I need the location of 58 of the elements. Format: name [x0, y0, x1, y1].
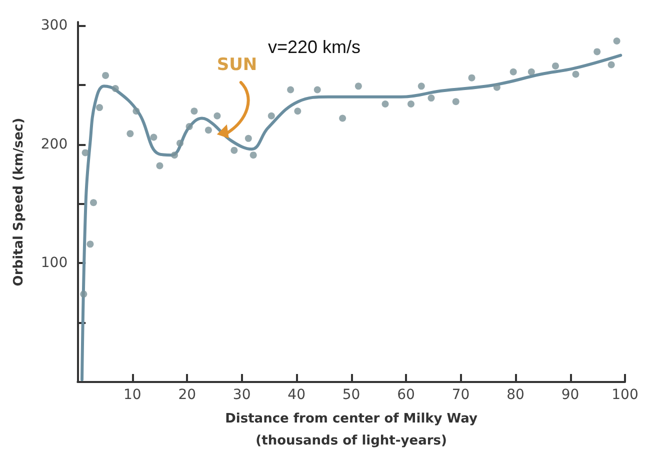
point	[112, 85, 119, 92]
point	[510, 68, 517, 76]
point	[132, 108, 140, 115]
point	[250, 152, 257, 159]
point	[594, 48, 601, 56]
point	[186, 123, 193, 130]
point	[171, 152, 178, 159]
x-tick-label: 70	[452, 387, 470, 403]
y-tick-label: 100	[40, 255, 68, 272]
point	[214, 112, 221, 120]
point	[204, 126, 212, 134]
x-tick-label: 60	[397, 387, 415, 403]
point	[552, 62, 559, 70]
point	[287, 86, 294, 94]
point	[294, 108, 302, 115]
point	[86, 240, 94, 248]
point	[80, 290, 88, 298]
point	[314, 86, 321, 94]
x-tick-label: 40	[288, 387, 306, 403]
point	[528, 68, 535, 76]
x-tick-label: 80	[506, 387, 524, 403]
point	[82, 149, 89, 156]
point	[126, 130, 134, 138]
point	[572, 70, 580, 78]
y-tick-label: 200	[40, 136, 68, 152]
point	[96, 104, 104, 112]
point	[354, 82, 362, 90]
point	[102, 72, 110, 79]
x-tick-label: 30	[232, 387, 251, 403]
point	[608, 61, 615, 68]
y-axis-title: Orbital Speed (km/sec)	[12, 118, 26, 286]
point	[428, 94, 435, 102]
x-tick-label: 50	[342, 387, 360, 403]
point	[418, 82, 425, 90]
x-tick-label: 100	[612, 387, 638, 403]
point	[493, 84, 500, 91]
x-tick-label: 10	[123, 387, 142, 403]
y-tick-label: 300	[40, 18, 68, 34]
point	[339, 114, 346, 122]
annotation: SUN	[216, 54, 258, 75]
point	[190, 108, 198, 115]
point	[176, 140, 184, 147]
point	[468, 74, 476, 82]
x-tick-label: 90	[561, 387, 580, 403]
x-tick-label: 20	[178, 387, 196, 403]
point	[382, 100, 389, 108]
point	[90, 199, 97, 206]
point	[156, 162, 164, 170]
point	[244, 134, 252, 142]
point	[407, 100, 414, 108]
annotation: v=220 km/s	[268, 37, 361, 57]
line-series	[80, 54, 622, 382]
point	[150, 134, 158, 141]
point	[230, 146, 238, 154]
x-axis-title: Distance from center of Milky Way (thousands of light-years)	[225, 412, 478, 448]
point	[452, 98, 460, 106]
point	[268, 112, 275, 120]
point	[613, 38, 620, 45]
